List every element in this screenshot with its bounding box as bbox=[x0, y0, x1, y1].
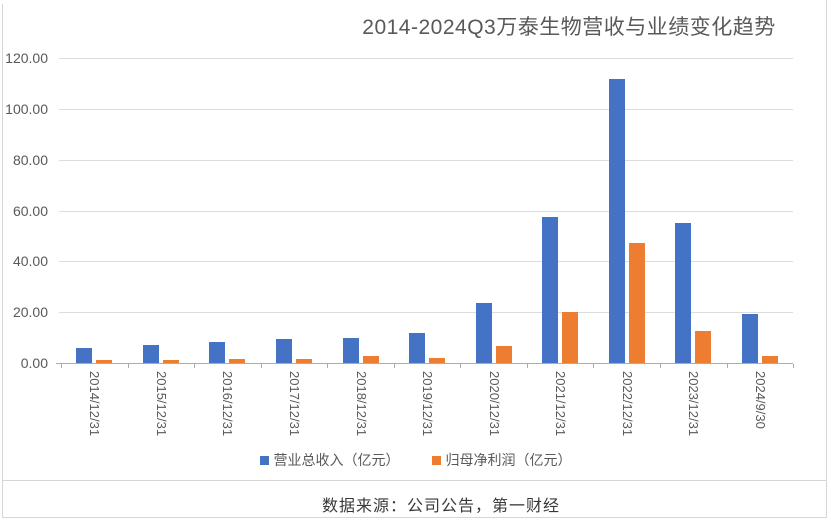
x-axis-label: 2017/12/31 bbox=[286, 371, 302, 437]
y-axis-label: 80.00 bbox=[12, 151, 48, 168]
y-axis-label: 40.00 bbox=[12, 253, 48, 270]
bar-revenue bbox=[209, 342, 226, 363]
bar-revenue bbox=[475, 303, 492, 363]
x-axis-label: 2019/12/31 bbox=[420, 371, 435, 437]
bar-revenue bbox=[675, 223, 692, 363]
bar-profit bbox=[695, 331, 712, 363]
x-axis-label: 2015/12/31 bbox=[153, 371, 169, 437]
bar-profit bbox=[362, 356, 379, 363]
bar-profit bbox=[562, 312, 579, 363]
x-axis-line bbox=[56, 363, 793, 364]
legend-item-revenue: 营业总收入（亿元） bbox=[259, 450, 400, 470]
card-border-bottom bbox=[2, 517, 827, 518]
bar-revenue bbox=[409, 333, 425, 363]
bar-profit bbox=[429, 358, 445, 363]
x-axis-tick bbox=[593, 364, 595, 368]
x-axis-label: 2016/12/31 bbox=[220, 371, 236, 437]
bar-revenue bbox=[76, 348, 93, 363]
x-axis-tick bbox=[327, 364, 329, 368]
x-axis-label: 2018/12/31 bbox=[353, 371, 369, 437]
x-axis-tick bbox=[726, 364, 728, 368]
x-axis-tick bbox=[793, 364, 794, 368]
profit-swatch-icon bbox=[431, 455, 441, 465]
bar-revenue bbox=[142, 345, 159, 363]
bar-profit bbox=[628, 243, 645, 363]
gridline bbox=[59, 210, 793, 212]
x-axis-tick bbox=[460, 364, 462, 368]
x-axis-tick bbox=[526, 364, 528, 368]
y-axis-label: 100.00 bbox=[5, 100, 48, 117]
chart-title: 2014-2024Q3万泰生物营收与业绩变化趋势 bbox=[362, 16, 776, 39]
gridline bbox=[59, 58, 793, 59]
x-axis-tick bbox=[393, 364, 395, 368]
legend-label-revenue: 营业总收入（亿元） bbox=[273, 452, 400, 468]
x-axis-tick bbox=[260, 364, 262, 368]
x-axis-label: 2022/12/31 bbox=[619, 371, 635, 437]
bar-revenue bbox=[342, 338, 359, 363]
gridline bbox=[59, 159, 793, 161]
bar-profit bbox=[761, 356, 778, 363]
legend-item-profit: 归母净利润（亿元） bbox=[431, 450, 572, 470]
x-axis-tick bbox=[659, 364, 661, 368]
y-axis-label: 60.00 bbox=[12, 202, 48, 219]
gridline bbox=[59, 108, 793, 110]
x-axis-label: 2023/12/31 bbox=[686, 371, 702, 437]
y-axis-label: 0.00 bbox=[20, 355, 48, 371]
x-axis-tick bbox=[127, 364, 129, 368]
source-note: 数据来源：公司公告，第一财经 bbox=[321, 498, 561, 515]
bar-revenue bbox=[741, 314, 758, 363]
legend-label-profit: 归母净利润（亿元） bbox=[445, 452, 572, 468]
legend: 营业总收入（亿元） 归母净利润（亿元） bbox=[0, 451, 831, 469]
bar-revenue bbox=[275, 339, 292, 363]
bar-profit bbox=[162, 360, 179, 363]
bar-profit bbox=[229, 359, 246, 363]
y-axis-label: 120.00 bbox=[5, 50, 48, 66]
x-axis-label: 2024/9/30 bbox=[752, 371, 768, 429]
footer-divider bbox=[2, 480, 827, 481]
gridline bbox=[59, 312, 793, 314]
x-axis-tick bbox=[61, 364, 62, 368]
bar-revenue bbox=[542, 217, 559, 363]
x-axis-label: 2020/12/31 bbox=[486, 371, 502, 437]
x-axis-label: 2014/12/31 bbox=[87, 371, 103, 437]
revenue-swatch-icon bbox=[259, 455, 269, 465]
y-axis-label: 20.00 bbox=[12, 304, 48, 321]
bar-revenue bbox=[608, 79, 625, 363]
bar-profit bbox=[495, 346, 512, 363]
gridline bbox=[59, 261, 793, 263]
card-border-right bbox=[826, 0, 827, 517]
x-axis-tick bbox=[194, 364, 196, 368]
bar-profit bbox=[96, 360, 113, 363]
bar-profit bbox=[295, 359, 312, 363]
card-border-left bbox=[2, 4, 3, 517]
x-axis-label: 2021/12/31 bbox=[553, 371, 569, 437]
